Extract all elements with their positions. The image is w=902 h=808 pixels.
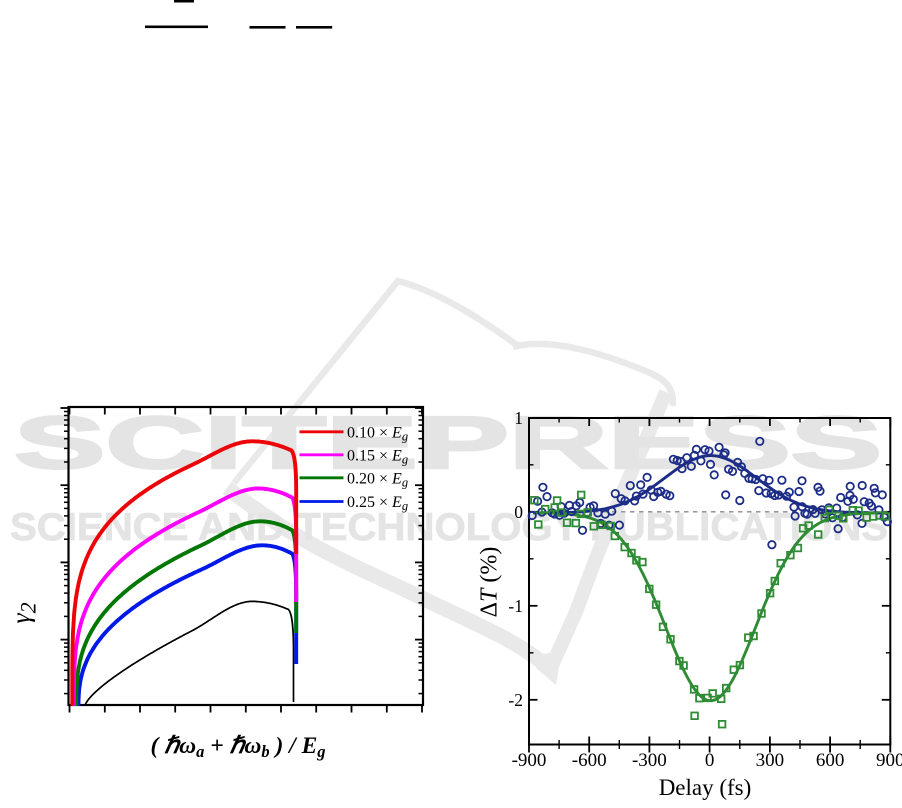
svg-text:-900: -900 — [512, 750, 547, 771]
svg-text:900: 900 — [876, 750, 902, 771]
svg-text:0.15 × Eg: 0.15 × Eg — [347, 447, 408, 466]
svg-text:ΔT (%): ΔT (%) — [477, 547, 503, 618]
svg-text:300: 300 — [756, 750, 785, 771]
svg-text:Delay (fs): Delay (fs) — [659, 775, 752, 800]
svg-text:-1: -1 — [508, 596, 523, 616]
svg-text:SCITEPRESS: SCITEPRESS — [14, 401, 882, 484]
svg-text:SCIENCE AND TECHNOLOGY PUBLICA: SCIENCE AND TECHNOLOGY PUBLICATIONS — [10, 506, 888, 549]
svg-text:0: 0 — [705, 750, 715, 771]
svg-text:( ℏωa + ℏωb ) / Eg: ( ℏωa + ℏωb ) / Eg — [150, 733, 325, 761]
svg-text:-2: -2 — [508, 690, 523, 710]
svg-text:-300: -300 — [632, 750, 667, 771]
svg-text:0.25 × Eg: 0.25 × Eg — [347, 494, 408, 513]
svg-text:γ2: γ2 — [7, 602, 41, 623]
svg-text:0.10 × Eg: 0.10 × Eg — [347, 424, 408, 443]
svg-text:600: 600 — [816, 750, 845, 771]
svg-text:1: 1 — [514, 408, 523, 428]
svg-text:-600: -600 — [572, 750, 607, 771]
svg-text:0: 0 — [514, 502, 523, 522]
svg-text:0.20 × Eg: 0.20 × Eg — [347, 470, 408, 489]
